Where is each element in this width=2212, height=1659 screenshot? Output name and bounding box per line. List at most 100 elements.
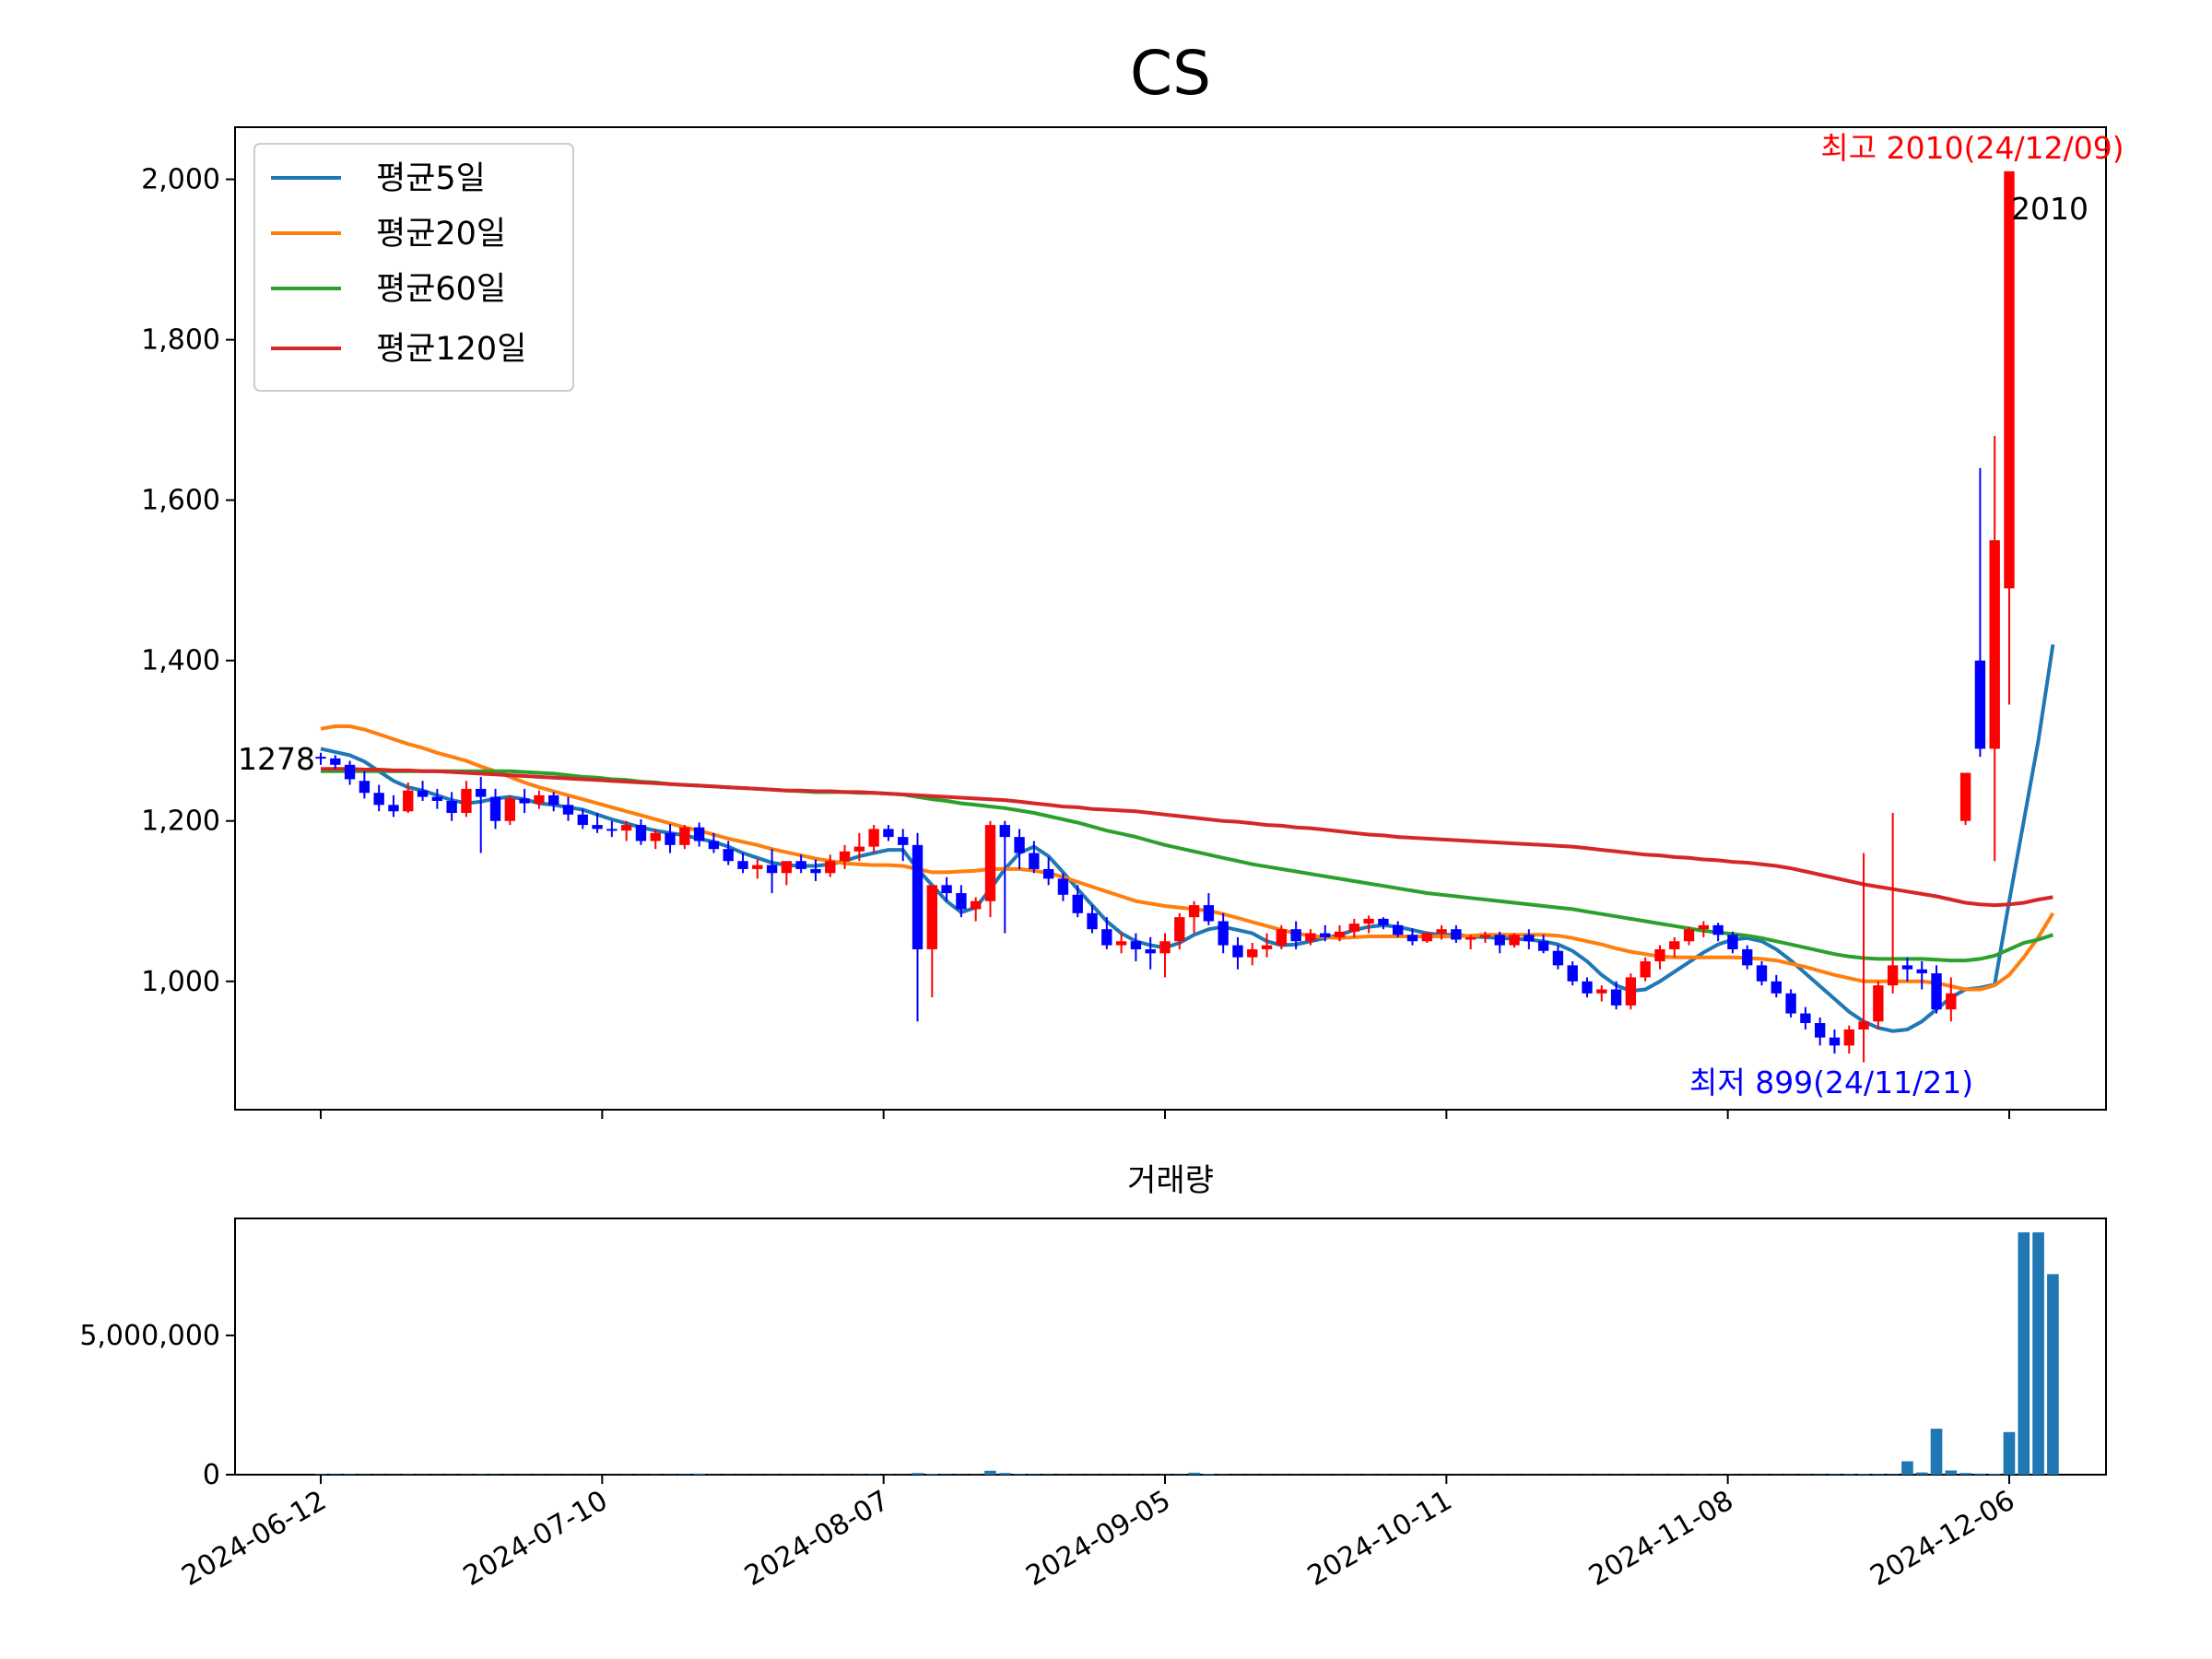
price-ytick-label: 1,800 <box>141 324 220 357</box>
volume-bar <box>1203 1474 1215 1475</box>
candle-body <box>1712 924 1724 935</box>
volume-bar <box>1915 1472 1928 1475</box>
candle-body <box>534 794 545 804</box>
candle-body <box>1669 941 1680 949</box>
candle-body <box>1552 950 1564 966</box>
candle-body <box>665 832 676 845</box>
candle-body <box>1029 853 1040 869</box>
legend-label-ma60: 평균60일 <box>376 271 506 308</box>
candle-body <box>853 846 865 852</box>
candle-body <box>431 796 443 801</box>
legend: 평균5일 평균20일 평균60일 평균120일 <box>253 143 574 392</box>
candle-body <box>1742 948 1753 966</box>
candle-body <box>1218 921 1229 946</box>
price-panel: 1,000 1,200 1,400 1,600 1,800 2,000 1278 2010… <box>141 126 2124 1119</box>
candle-body <box>504 798 515 821</box>
candle-body <box>1887 965 1899 986</box>
candle-body <box>1800 1013 1811 1024</box>
candle-body <box>1101 929 1112 946</box>
candle-body <box>766 865 778 874</box>
candle-body <box>2004 171 2015 589</box>
volume-bar <box>1013 1474 1026 1475</box>
candle-body <box>359 781 371 794</box>
candle-body <box>1858 1021 1869 1030</box>
candle-body <box>1072 894 1083 913</box>
date-tick-label: 2024-07-10 <box>458 1485 613 1593</box>
candle-body <box>1406 935 1418 942</box>
candle-body <box>1290 929 1301 942</box>
legend-label-ma20: 평균20일 <box>376 216 506 253</box>
candle-body <box>1727 935 1738 949</box>
price-ytick-label: 1,600 <box>141 485 220 517</box>
price-plot-frame <box>234 126 2107 1111</box>
candle-body <box>1247 948 1258 958</box>
candle-body <box>912 844 924 949</box>
candle-body <box>868 829 879 847</box>
date-tick-label: 2024-10-11 <box>1302 1485 1457 1593</box>
candle-body <box>1393 924 1404 935</box>
volume-bar <box>984 1470 996 1475</box>
candle-body <box>1057 878 1069 895</box>
volume-bar <box>1857 1474 1870 1475</box>
candle-body <box>1509 935 1520 946</box>
candle-body <box>373 793 384 806</box>
candle-body <box>650 832 661 841</box>
candlesticks <box>315 171 2015 1063</box>
candle-body <box>1640 961 1651 978</box>
candle-body <box>1815 1023 1826 1038</box>
candle-body <box>1524 935 1535 942</box>
volume-bar <box>1974 1473 1986 1475</box>
volume-bar <box>2018 1232 2030 1475</box>
candle-body <box>898 837 909 845</box>
candle-body <box>417 790 429 797</box>
ma-line-ma5 <box>320 644 2055 1033</box>
candle-body <box>781 861 793 874</box>
candle-body <box>971 900 982 910</box>
candle-body <box>999 825 1010 838</box>
candle-body <box>1683 929 1695 942</box>
volume-bar <box>2003 1431 2016 1475</box>
candle-body <box>1901 965 1913 970</box>
last-high-label: 2010 <box>2011 191 2088 227</box>
candle-body <box>403 790 414 812</box>
highest-price-annotation: 최고 2010(24/12/09) <box>1820 130 2124 166</box>
volume-bar <box>2032 1232 2044 1475</box>
candle-body <box>693 827 705 841</box>
volume-bar <box>1959 1473 1971 1475</box>
candle-body <box>592 825 603 830</box>
volume-title: 거래량 <box>1127 1162 1214 1199</box>
candle-body <box>708 841 720 850</box>
volume-bar <box>2047 1274 2059 1475</box>
candle-body <box>1174 917 1185 942</box>
volume-bar <box>344 1474 356 1475</box>
candle-body <box>956 893 967 910</box>
candle-body <box>1087 912 1098 930</box>
legend-label-ma120: 평균120일 <box>376 331 526 368</box>
candle-body <box>1451 929 1462 940</box>
price-y-axis: 1,000 1,200 1,400 1,600 1,800 2,000 <box>141 164 235 998</box>
volume-bar <box>1872 1474 1885 1475</box>
candle-body <box>1320 933 1331 937</box>
title-group: CS <box>1130 38 1211 109</box>
candle-body <box>1421 933 1432 942</box>
volume-ytick-label: 0 <box>203 1459 220 1491</box>
candle-body <box>1479 935 1491 937</box>
candle-body <box>1596 989 1607 994</box>
candle-body <box>1145 948 1156 954</box>
volume-panel: 거래량 05,000,000 2024-06-12 2024-07-10 2024-… <box>79 1162 2107 1593</box>
candle-body <box>1042 868 1054 879</box>
ma-line-ma120 <box>321 767 2053 908</box>
candle-body <box>1436 929 1447 934</box>
chart-title: CS <box>1130 38 1211 109</box>
candle-body <box>1785 993 1796 1014</box>
candle-body <box>562 805 574 815</box>
date-tick-label: 2024-08-07 <box>739 1485 894 1593</box>
candle-body <box>446 800 457 814</box>
date-tick-label: 2024-06-12 <box>177 1485 332 1593</box>
volume-bar <box>1988 1474 2001 1475</box>
volume-bar <box>1901 1461 1913 1475</box>
candle-body <box>330 758 341 765</box>
volume-bar <box>1028 1474 1041 1475</box>
candle-body <box>1567 965 1578 982</box>
candle-body <box>489 796 501 821</box>
